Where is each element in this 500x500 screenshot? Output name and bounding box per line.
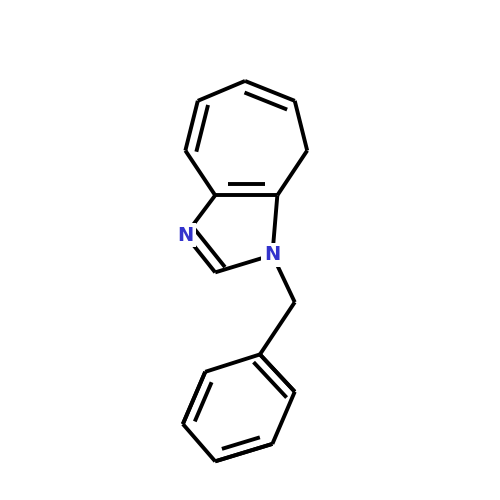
Text: N: N <box>264 246 280 264</box>
Text: N: N <box>177 226 194 244</box>
